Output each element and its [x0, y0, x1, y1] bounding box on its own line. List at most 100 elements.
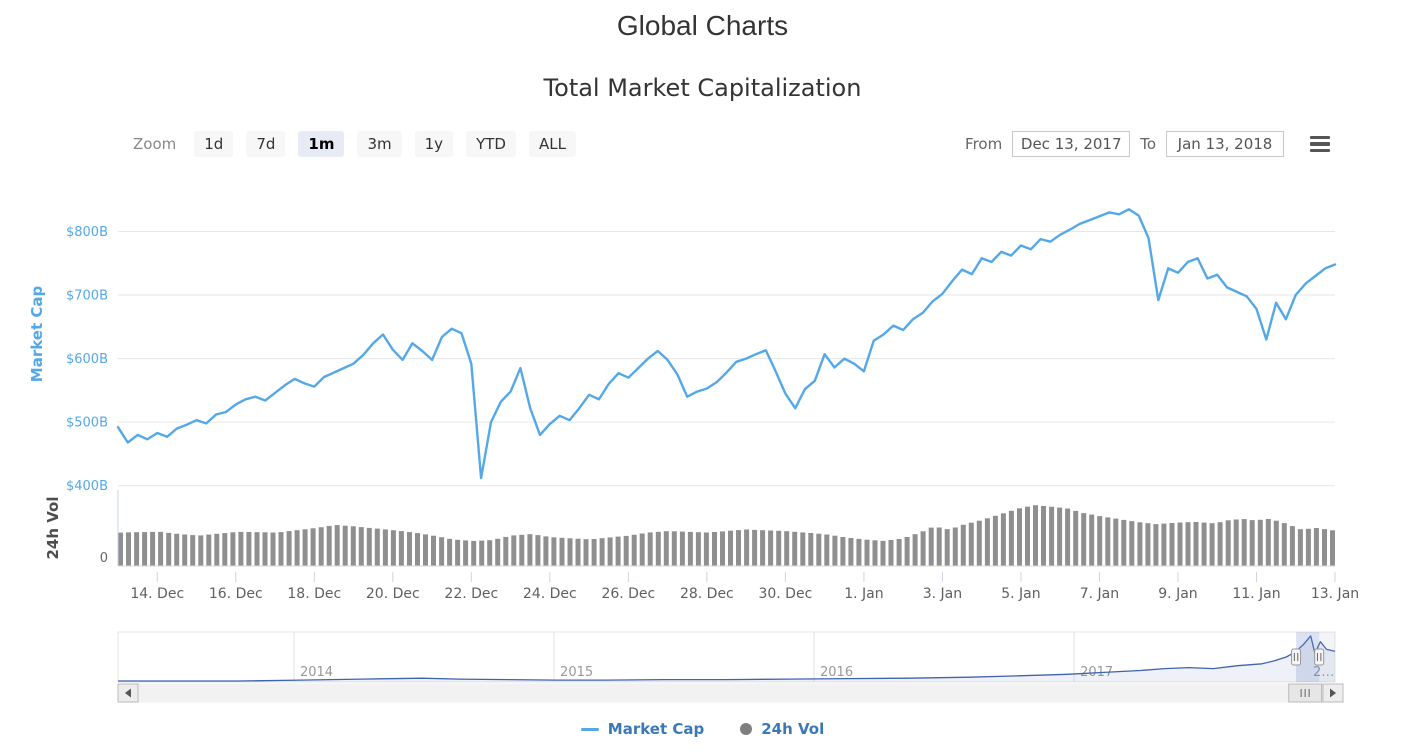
- volume-bar: [543, 536, 549, 566]
- volume-bar: [1177, 522, 1183, 566]
- y-axis-tick-label: $400B: [66, 479, 108, 494]
- volume-bar: [784, 531, 790, 566]
- volume-bar: [1049, 506, 1055, 566]
- volume-bar: [631, 534, 637, 566]
- volume-bar: [1297, 529, 1303, 566]
- volume-bar: [647, 532, 653, 566]
- scrollbar-left-arrow-icon: [125, 688, 131, 698]
- volume-bar: [776, 530, 782, 566]
- volume-bar: [936, 527, 942, 566]
- volume-bar: [294, 530, 300, 566]
- volume-bar: [1073, 510, 1079, 566]
- volume-bar: [712, 532, 717, 566]
- volume-bar: [792, 531, 798, 566]
- volume-bar: [142, 532, 148, 566]
- zoom-button-7d[interactable]: 7d: [246, 131, 286, 157]
- volume-bar: [1265, 519, 1271, 566]
- from-date-input[interactable]: [1012, 131, 1131, 157]
- volume-bar: [166, 532, 172, 566]
- volume-bar: [1097, 516, 1103, 566]
- navigator-selected-mask[interactable]: [1296, 632, 1320, 682]
- volume-bar: [896, 539, 902, 566]
- chart-legend: Market Cap 24h Vol: [0, 720, 1405, 738]
- y-axis-tick-label: $600B: [66, 352, 108, 367]
- page-title: Global Charts: [616, 10, 789, 41]
- volume-bar: [1225, 520, 1231, 566]
- navigator-frame: [117, 631, 1336, 683]
- legend-item-market-cap[interactable]: Market Cap: [580, 720, 704, 738]
- volume-bar: [254, 532, 260, 566]
- volume-bar: [816, 533, 822, 566]
- volume-bar: [880, 540, 886, 566]
- volume-bar: [607, 537, 613, 566]
- navigator-area-fill: [118, 635, 1335, 682]
- volume-bar: [503, 536, 509, 566]
- volume-bar: [551, 537, 557, 566]
- x-axis-tick-label: 5. Jan: [1001, 586, 1040, 602]
- volume-bar: [695, 532, 701, 566]
- volume-bar: [398, 531, 404, 566]
- zoom-button-3m[interactable]: 3m: [357, 131, 402, 157]
- hamburger-icon: [1310, 142, 1330, 146]
- market-cap-axis-title: Market Cap: [28, 286, 46, 383]
- volume-bar: [511, 535, 517, 566]
- navigator-year-label: 2…: [1313, 665, 1334, 680]
- volume-bar: [366, 527, 372, 566]
- volume-bar: [334, 525, 340, 566]
- volume-bar: [832, 535, 838, 566]
- volume-bar: [1105, 517, 1111, 566]
- x-axis-tick-label: 13. Jan: [1311, 586, 1359, 602]
- zoom-button-ytd[interactable]: YTD: [466, 131, 516, 157]
- volume-bar: [1305, 528, 1311, 566]
- volume-bar: [1249, 520, 1255, 566]
- volume-bar: [519, 534, 525, 566]
- chart-context-menu-button[interactable]: [1310, 133, 1334, 155]
- legend-label: 24h Vol: [761, 720, 825, 738]
- to-date-input[interactable]: [1166, 131, 1284, 157]
- x-axis-tick-label: 1. Jan: [844, 586, 883, 602]
- legend-item-24h-vol[interactable]: 24h Vol: [740, 720, 824, 738]
- zoom-button-1y[interactable]: 1y: [414, 131, 454, 157]
- chart-controls: Zoom 1d 7d 1m 3m 1y YTD ALL From To: [0, 131, 1405, 161]
- volume-bar: [302, 529, 308, 566]
- volume-bar: [599, 538, 605, 566]
- y-axis-tick-label: $500B: [66, 416, 108, 431]
- volume-bar: [671, 531, 677, 566]
- navigator-year-label: 2014: [300, 665, 333, 680]
- y-axis-tick-label: $700B: [66, 289, 108, 304]
- from-label: From: [965, 135, 1003, 153]
- volume-bar: [1033, 505, 1038, 566]
- scrollbar-track[interactable]: [137, 683, 1328, 703]
- x-axis-tick-label: 30. Dec: [758, 586, 812, 602]
- volume-bar: [1185, 522, 1191, 566]
- volume-bar: [960, 524, 966, 566]
- x-axis-tick-label: 7. Jan: [1080, 586, 1119, 602]
- volume-bar: [760, 530, 766, 566]
- x-axis-tick-label: 16. Dec: [209, 586, 263, 602]
- volume-bar: [663, 531, 669, 566]
- volume-bar: [1209, 523, 1215, 566]
- volume-bar: [150, 531, 156, 566]
- volume-bar: [968, 522, 974, 566]
- volume-bar: [920, 531, 926, 566]
- volume-bar: [286, 531, 292, 566]
- volume-bar: [1081, 513, 1087, 566]
- zoom-button-1d[interactable]: 1d: [194, 131, 234, 157]
- volume-bar: [158, 531, 164, 566]
- volume-bar: [1153, 524, 1159, 566]
- volume-bar: [1273, 520, 1279, 566]
- x-axis-tick-label: 3. Jan: [923, 586, 962, 602]
- zoom-button-all[interactable]: ALL: [528, 131, 576, 157]
- navigator-handle-right[interactable]: [1314, 648, 1325, 666]
- zoom-button-1m[interactable]: 1m: [298, 131, 345, 157]
- volume-bar: [952, 527, 958, 566]
- navigator-handle-left[interactable]: [1291, 648, 1302, 666]
- volume-bar: [1161, 523, 1167, 566]
- volume-bar: [1322, 529, 1327, 566]
- volume-bar: [1113, 518, 1119, 566]
- chart-subtitle: Total Market Capitalization: [543, 74, 862, 102]
- volume-bar: [278, 532, 284, 566]
- volume-bar: [912, 534, 918, 566]
- volume-bar: [1017, 508, 1022, 566]
- volume-bar: [1008, 510, 1014, 566]
